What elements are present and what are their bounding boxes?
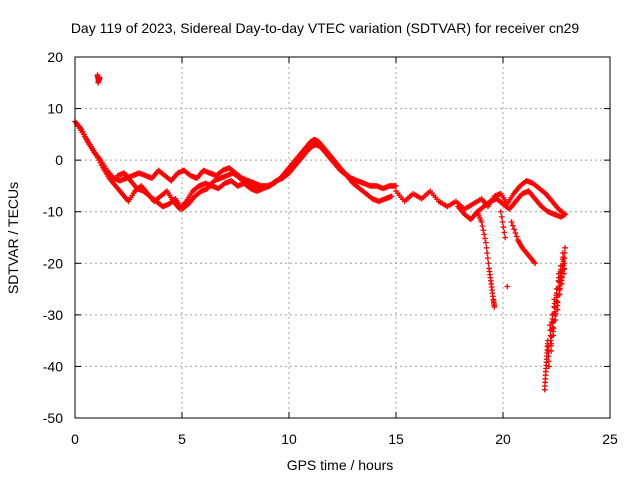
data-point — [483, 245, 490, 251]
data-point — [532, 260, 538, 267]
data-point — [510, 222, 516, 229]
data-point — [485, 260, 492, 267]
data-point — [485, 255, 491, 261]
data-point — [552, 311, 559, 317]
series-group — [115, 170, 262, 212]
x-axis-label: GPS time / hours — [287, 457, 394, 473]
y-tick-label: 20 — [47, 49, 63, 65]
data-point — [484, 250, 490, 256]
data-point — [483, 239, 489, 246]
x-tick-label: 5 — [178, 431, 186, 447]
series-group — [74, 121, 395, 212]
data-point — [502, 234, 508, 241]
x-tick-label: 25 — [602, 431, 618, 447]
y-tick-label: 0 — [55, 152, 63, 168]
data-point — [559, 281, 565, 287]
data-point — [550, 332, 557, 339]
data-point — [561, 270, 567, 277]
data-point — [511, 226, 517, 233]
data-point — [388, 193, 395, 200]
x-tick-label: 15 — [388, 431, 404, 447]
grid — [75, 57, 610, 418]
y-tick-label: 10 — [47, 101, 63, 117]
data-point — [548, 348, 554, 354]
y-tick-label: -10 — [43, 204, 63, 220]
data-point — [491, 304, 498, 310]
x-tick-label: 0 — [71, 431, 79, 447]
plot-frame — [74, 56, 611, 419]
data-point — [559, 274, 565, 281]
data-point — [95, 79, 101, 86]
series-group — [474, 208, 538, 310]
data-point — [482, 235, 488, 242]
x-tick-label: 20 — [495, 431, 511, 447]
y-tick-label: -40 — [43, 358, 63, 374]
data-point — [500, 224, 507, 230]
data-point — [501, 229, 508, 236]
y-tick-label: -20 — [43, 255, 63, 271]
y-axis-label: SDTVAR / TECUs — [5, 182, 21, 294]
data-point — [498, 208, 504, 215]
data-point — [546, 363, 552, 370]
data-point — [481, 231, 487, 238]
data-point — [562, 245, 568, 251]
data-point — [554, 299, 561, 306]
data-point — [557, 285, 563, 292]
data-point — [393, 183, 399, 189]
data-point — [513, 233, 520, 240]
data-point — [256, 185, 262, 192]
data-point — [498, 214, 505, 220]
data-point — [561, 260, 568, 267]
data-point — [561, 255, 568, 261]
chart-title: Day 119 of 2023, Sidereal Day-to-day VTE… — [71, 20, 580, 36]
y-tick-label: -50 — [43, 410, 63, 426]
series-group — [541, 245, 568, 393]
series-group — [455, 188, 568, 223]
data-point — [562, 211, 568, 218]
series-group — [94, 72, 103, 86]
data-marks — [72, 72, 568, 393]
data-point — [480, 227, 487, 234]
data-point — [550, 325, 557, 332]
y-tick-label: -30 — [43, 307, 63, 323]
x-tick-label: 10 — [281, 431, 297, 447]
data-point — [545, 353, 552, 359]
data-point — [478, 219, 485, 225]
data-point — [562, 250, 568, 256]
data-point — [561, 265, 568, 272]
data-point — [552, 317, 559, 323]
data-point — [499, 219, 506, 225]
data-point — [512, 230, 519, 236]
data-point — [479, 223, 486, 229]
data-point — [554, 306, 561, 313]
data-point — [504, 283, 511, 290]
data-point — [556, 291, 563, 298]
data-point — [508, 219, 515, 225]
data-point — [545, 358, 552, 365]
data-point — [548, 340, 555, 347]
